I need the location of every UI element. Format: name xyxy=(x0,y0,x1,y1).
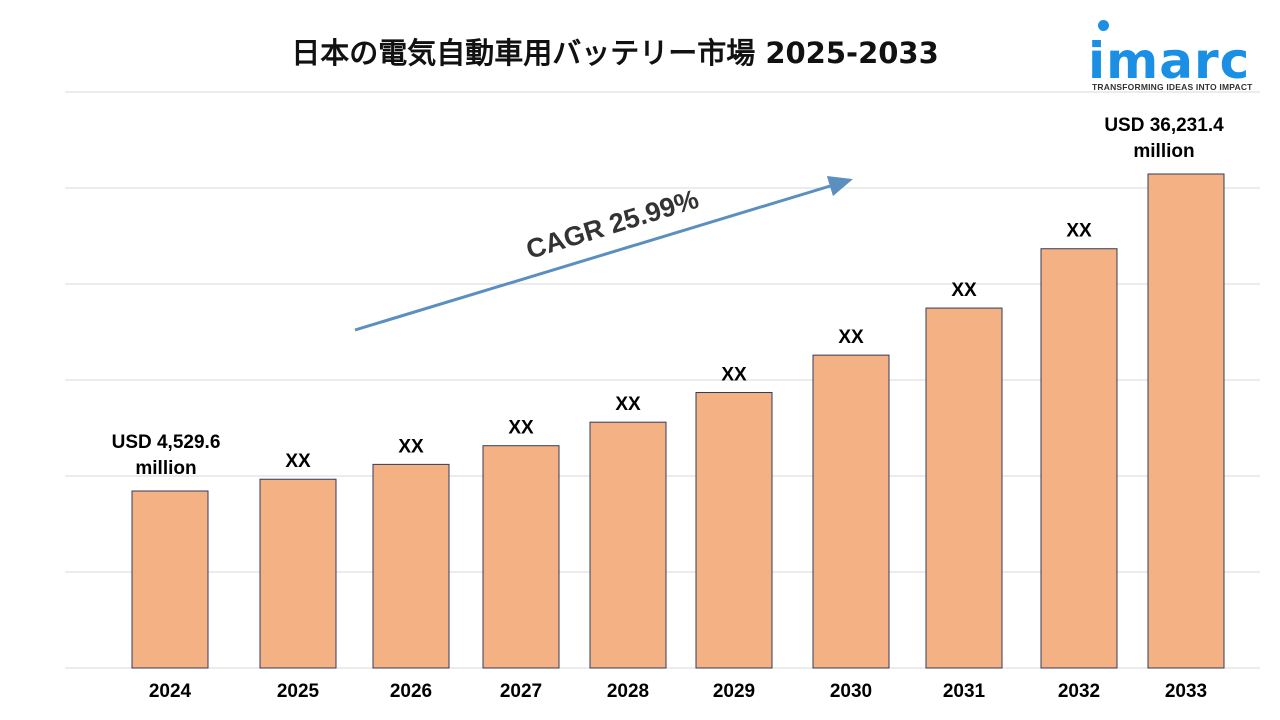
bar-2029 xyxy=(695,392,773,669)
bar-2025 xyxy=(259,478,337,669)
bar-2027 xyxy=(482,445,560,669)
bar-2032 xyxy=(1040,248,1118,669)
data-label: XX xyxy=(398,436,424,457)
cagr-arrow xyxy=(354,176,853,332)
data-label: XX xyxy=(285,451,311,472)
x-tick-label: 2032 xyxy=(1058,681,1100,702)
data-label: USD 4,529.6 million xyxy=(112,432,221,479)
x-tick-label: 2028 xyxy=(607,681,649,702)
logo-wordmark: imarc xyxy=(1088,32,1251,90)
data-label: XX xyxy=(951,280,977,301)
chart-title: 日本の電気自動車用バッテリー市場 2025-2033 xyxy=(291,36,939,70)
x-tick-label: 2031 xyxy=(943,681,986,702)
data-label: XX xyxy=(838,327,864,348)
bar-2028 xyxy=(589,421,667,669)
data-label: XX xyxy=(1066,221,1092,242)
data-label: XX xyxy=(721,365,747,386)
logo-dot-icon xyxy=(1098,20,1109,31)
bar-2024 xyxy=(131,490,209,669)
x-tick-label: 2025 xyxy=(277,681,320,702)
x-tick-label: 2027 xyxy=(500,681,542,702)
bar-2030 xyxy=(812,354,890,669)
data-label: XX xyxy=(615,394,641,415)
x-tick-label: 2030 xyxy=(830,681,872,702)
logo-tagline: TRANSFORMING IDEAS INTO IMPACT xyxy=(1092,82,1253,92)
bar-2031 xyxy=(925,307,1003,669)
data-label: XX xyxy=(508,418,534,439)
x-tick-label: 2026 xyxy=(390,681,432,702)
bar-2033 xyxy=(1147,173,1225,669)
data-labels: USD 4,529.6 million XX XX XX XX XX XX XX XX USD 36… xyxy=(112,115,1225,479)
bar-2026 xyxy=(372,463,450,669)
x-tick-label: 2024 xyxy=(149,681,192,702)
x-tick-label: 2029 xyxy=(713,681,755,702)
imarc-logo: imarc TRANSFORMING IDEAS INTO IMPACT xyxy=(1088,20,1263,100)
data-label: USD 36,231.4 million xyxy=(1104,115,1224,162)
bars xyxy=(131,173,1225,669)
x-axis-ticks: 2024 2025 2026 2027 2028 2029 2030 2031 2032 2033 xyxy=(149,681,1207,702)
x-tick-label: 2033 xyxy=(1165,681,1207,702)
